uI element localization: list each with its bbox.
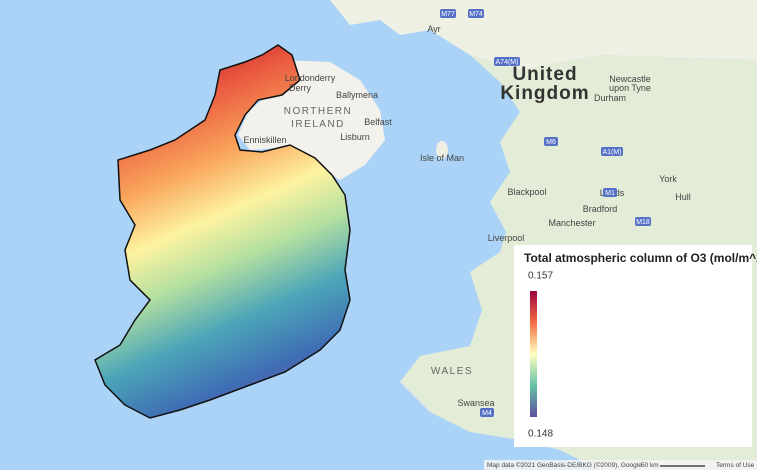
place-label: United (512, 64, 577, 85)
place-label: Newcastle (609, 74, 651, 84)
road-shield (468, 9, 484, 18)
road-label: M18 (636, 219, 650, 226)
scotland (330, 0, 757, 70)
terms-link[interactable]: Terms of Use (716, 462, 755, 469)
place-label: Liverpool (488, 233, 525, 243)
road-shields: M77 M74 A74(M) M6 A1(M) M1 M18 M4 (440, 9, 651, 417)
ireland-o3 (94, 44, 351, 419)
place-label: Ayr (427, 24, 440, 34)
place-label: Kingdom (500, 83, 589, 104)
road-shield (635, 217, 651, 226)
road-label: M1 (605, 190, 615, 197)
place-label: Isle of Man (420, 153, 464, 163)
place-label: Enniskillen (243, 135, 286, 145)
road-label: M77 (441, 11, 455, 18)
place-label: Hull (675, 192, 691, 202)
place-label: Belfast (364, 117, 392, 127)
legend-max: 0.157 (528, 271, 553, 282)
northern-ireland (238, 60, 385, 180)
road-label: A1(M) (602, 149, 621, 156)
road-shield (601, 147, 623, 156)
legend-min: 0.148 (528, 429, 553, 440)
place-label: Derry (289, 83, 311, 93)
road-shield (440, 9, 456, 18)
place-label: Durham (594, 93, 626, 103)
place-label: Swansea (457, 398, 494, 408)
road-shield (480, 408, 494, 417)
legend-title: Total atmospheric column of O3 (mol/m^2) (524, 251, 757, 265)
region-label: NORTHERN (284, 106, 352, 117)
road-shield (603, 188, 617, 197)
road-label: A74(M) (496, 59, 519, 66)
place-label: Londonderry (285, 73, 336, 83)
legend: Total atmospheric column of O3 (mol/m^2)… (514, 245, 757, 447)
legend-panel (514, 245, 752, 447)
isle-of-man (436, 141, 448, 159)
color-bar (530, 291, 537, 417)
scale-label: 50 km (641, 462, 659, 469)
region-label: IRELAND (291, 119, 345, 130)
place-label: Blackpool (507, 187, 546, 197)
place-label: upon Tyne (609, 83, 651, 93)
attribution: Map data ©2021 GeoBasis-DE/BKG (©2009), … (487, 461, 642, 469)
place-label: Manchester (548, 218, 595, 228)
road-label: M6 (546, 139, 556, 146)
road-shield (544, 137, 558, 146)
attribution-bar (484, 460, 757, 470)
place-label: Bradford (583, 204, 618, 214)
road-label: M74 (469, 11, 483, 18)
place-label: Ballymena (336, 90, 378, 100)
road-shield (494, 57, 520, 66)
region-label: WALES (431, 366, 473, 377)
road-label: M4 (482, 410, 492, 417)
place-label: Lisburn (340, 132, 370, 142)
place-label: York (659, 174, 677, 184)
